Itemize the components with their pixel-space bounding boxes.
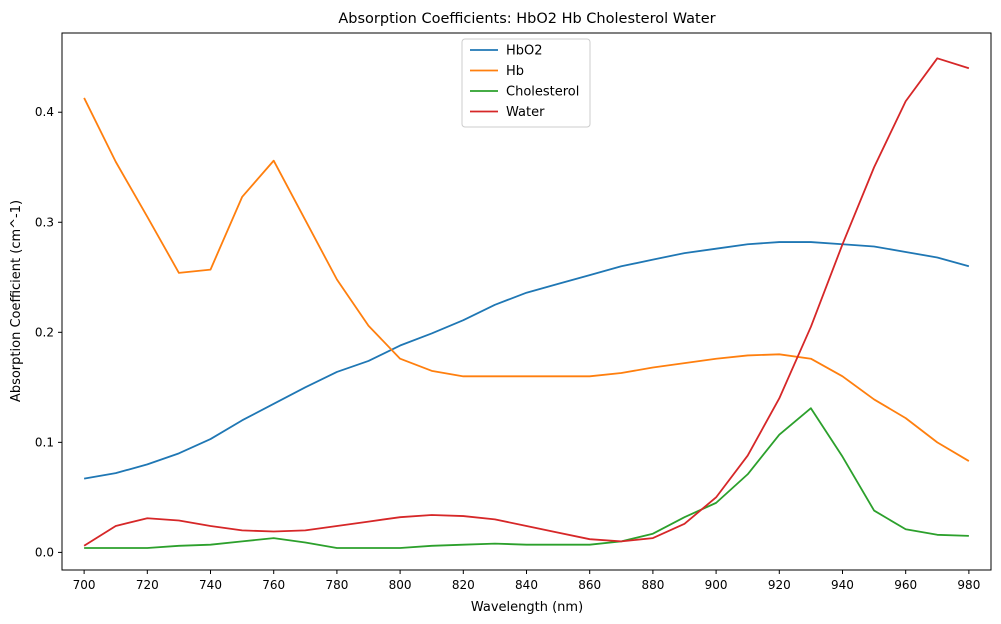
x-tick-label: 780 [325, 578, 348, 592]
legend: HbO2 Hb Cholesterol Water [461, 38, 591, 128]
x-tick-label: 880 [641, 578, 664, 592]
y-tick-label: 0.0 [35, 545, 54, 559]
x-tick-label: 820 [452, 578, 475, 592]
series-line-water [83, 57, 970, 547]
x-tick-label: 940 [831, 578, 854, 592]
x-axis: 700 720 740 760 780 800 820 840 860 880 900 920 940 9… [73, 570, 980, 592]
legend-label: Water [506, 105, 545, 120]
y-axis: 0.0 0.1 0.2 0.3 0.4 [35, 105, 62, 559]
x-tick-label: 720 [136, 578, 159, 592]
y-tick-label: 0.2 [35, 325, 54, 339]
chart-title: Absorption Coefficients: HbO2 Hb Cholest… [338, 11, 715, 27]
x-tick-label: 800 [389, 578, 412, 592]
y-axis-label: Absorption Coefficient (cm^-1) [9, 200, 24, 402]
x-tick-label: 860 [578, 578, 601, 592]
series-layer [83, 57, 970, 549]
x-tick-label: 920 [768, 578, 791, 592]
series-line-cholesterol [84, 407, 969, 549]
legend-box [461, 38, 591, 128]
x-axis-label: Wavelength (nm) [471, 600, 583, 615]
x-tick-label: 900 [705, 578, 728, 592]
x-tick-label: 960 [894, 578, 917, 592]
x-tick-label: 760 [262, 578, 285, 592]
legend-label: HbO2 [506, 44, 543, 59]
legend-label: Hb [506, 64, 524, 79]
x-tick-label: 980 [957, 578, 980, 592]
x-tick-label: 840 [515, 578, 538, 592]
y-tick-label: 0.4 [35, 105, 54, 119]
x-tick-label: 740 [199, 578, 222, 592]
y-tick-label: 0.1 [35, 435, 54, 449]
x-tick-label: 700 [73, 578, 96, 592]
series-line-hb [83, 97, 970, 462]
legend-label: Cholesterol [506, 85, 579, 100]
y-tick-label: 0.3 [35, 215, 54, 229]
series-line-hbo2 [83, 241, 970, 480]
